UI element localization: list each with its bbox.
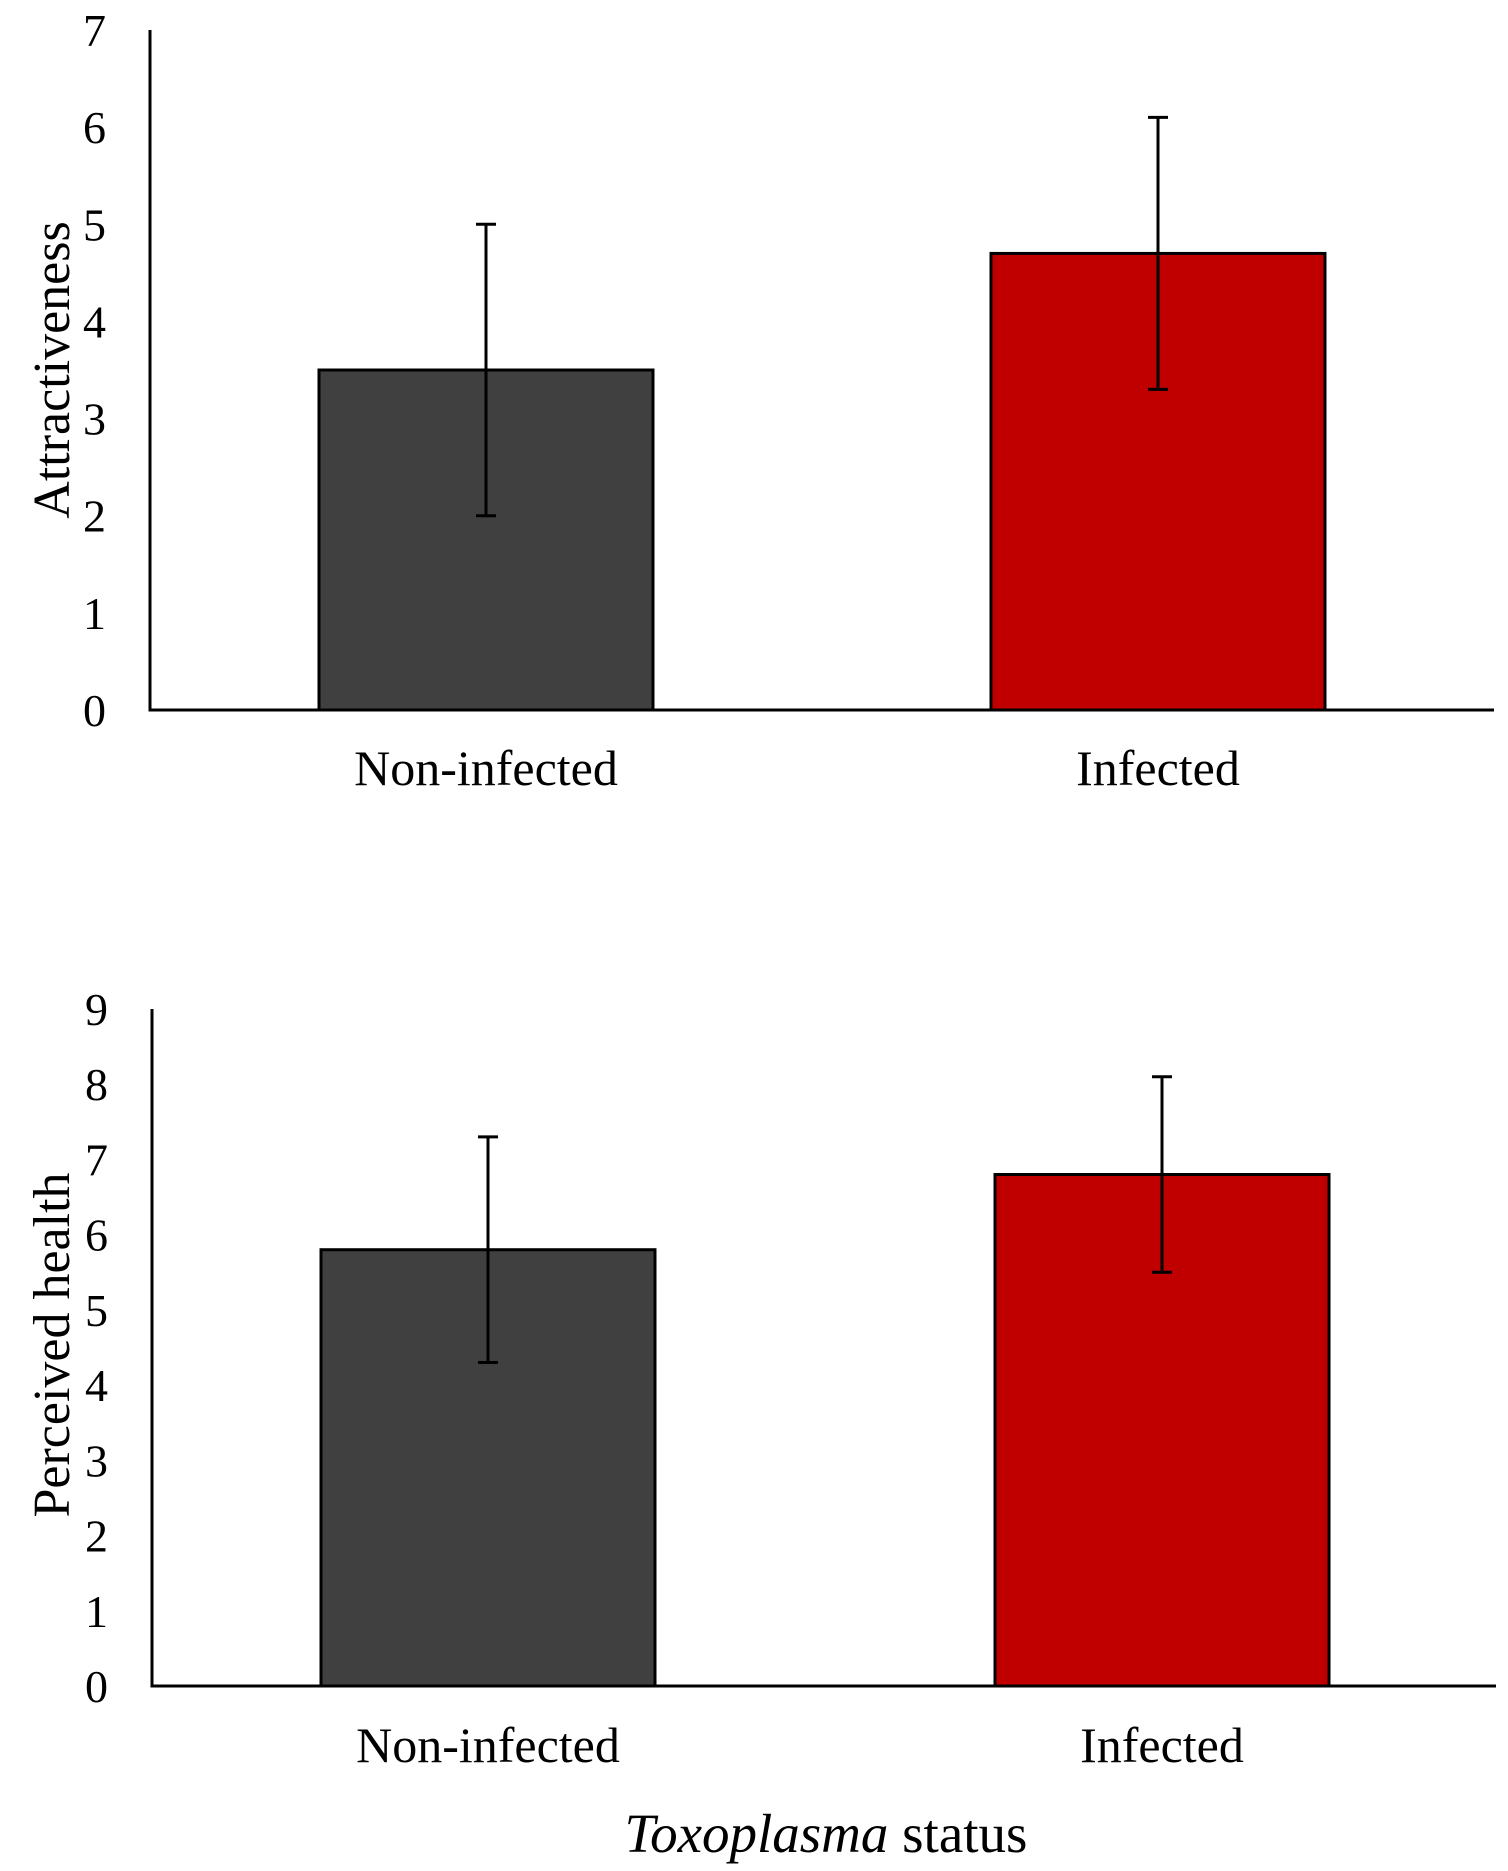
bar-infected — [993, 1172, 1331, 1688]
error-bar-infected — [1148, 115, 1168, 391]
x-tick-label: Infected — [1076, 740, 1240, 796]
x-axis-title: Toxoplasma status — [625, 1803, 1028, 1864]
error-bar-infected — [1152, 1075, 1172, 1274]
y-tick-label: 3 — [85, 1435, 108, 1486]
x-tick-label: Infected — [1080, 1717, 1244, 1773]
y-tick-label: 6 — [85, 1210, 108, 1261]
y-tick-label: 0 — [83, 685, 106, 736]
y-tick-label: 1 — [83, 588, 106, 639]
y-tick-label: 5 — [83, 199, 106, 250]
x-tick-label: Non-infected — [354, 740, 618, 796]
error-bar-non-infected — [478, 1135, 498, 1365]
x-tick-label: Non-infected — [356, 1717, 620, 1773]
y-axis-title: Attractiveness — [24, 221, 81, 518]
y-tick-label: 4 — [83, 296, 106, 347]
x-axis-title-italic: Toxoplasma — [625, 1803, 889, 1864]
attractiveness-chart: 0 1 2 3 4 5 6 7 Non-infected Infected Attractivene… — [24, 5, 1494, 796]
y-tick-label: 2 — [85, 1511, 108, 1562]
y-tick-label: 7 — [83, 5, 106, 56]
y-tick-label: 7 — [85, 1134, 108, 1185]
y-axis-title: Perceived health — [24, 1172, 81, 1517]
y-tick-label: 4 — [85, 1360, 108, 1411]
y-tick-label: 3 — [83, 394, 106, 445]
y-tick-label: 0 — [85, 1661, 108, 1712]
y-tick-label: 9 — [85, 984, 108, 1035]
error-bar-non-infected — [476, 222, 496, 518]
y-tick-label: 5 — [85, 1285, 108, 1336]
perceived-health-chart: 0 1 2 3 4 5 6 7 8 9 Non-infected Infected Perceived … — [24, 984, 1496, 1773]
y-tick-label: 6 — [83, 102, 106, 153]
y-tick-label: 1 — [85, 1586, 108, 1637]
y-tick-label: 2 — [83, 491, 106, 542]
x-axis-title-rest: status — [888, 1803, 1027, 1864]
y-tick-label: 8 — [85, 1059, 108, 1110]
